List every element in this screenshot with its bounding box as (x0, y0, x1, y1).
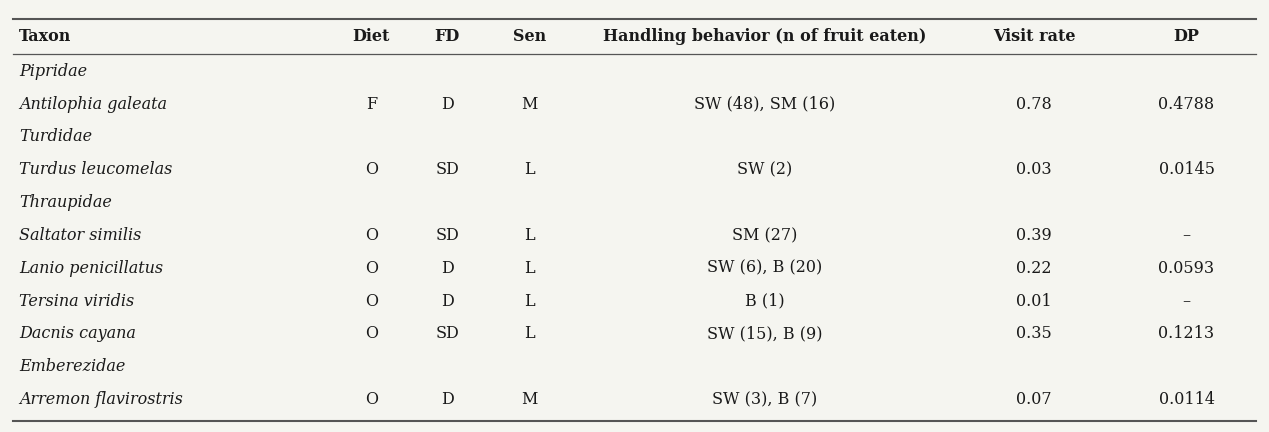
Text: L: L (524, 161, 536, 178)
Text: Diet: Diet (353, 28, 390, 45)
Text: M: M (522, 391, 538, 408)
Text: 0.22: 0.22 (1016, 260, 1052, 277)
Text: DP: DP (1174, 28, 1199, 45)
Text: Saltator similis: Saltator similis (19, 227, 141, 244)
Text: SW (6), B (20): SW (6), B (20) (707, 260, 822, 277)
Text: L: L (524, 260, 536, 277)
Text: SD: SD (435, 227, 459, 244)
Text: Turdus leucomelas: Turdus leucomelas (19, 161, 173, 178)
Text: SD: SD (435, 161, 459, 178)
Text: SW (48), SM (16): SW (48), SM (16) (694, 95, 835, 113)
Text: SW (2): SW (2) (737, 161, 792, 178)
Text: 0.35: 0.35 (1016, 325, 1052, 343)
Text: L: L (524, 325, 536, 343)
Text: SW (3), B (7): SW (3), B (7) (712, 391, 817, 408)
Text: 0.4788: 0.4788 (1159, 95, 1214, 113)
Text: 0.03: 0.03 (1016, 161, 1052, 178)
Text: 0.0114: 0.0114 (1159, 391, 1214, 408)
Text: FD: FD (435, 28, 459, 45)
Text: O: O (364, 325, 378, 343)
Text: Taxon: Taxon (19, 28, 71, 45)
Text: 0.1213: 0.1213 (1159, 325, 1214, 343)
Text: D: D (440, 95, 454, 113)
Text: Pipridae: Pipridae (19, 63, 88, 80)
Text: O: O (364, 260, 378, 277)
Text: Antilophia galeata: Antilophia galeata (19, 95, 168, 113)
Text: –: – (1183, 292, 1190, 310)
Text: L: L (524, 227, 536, 244)
Text: O: O (364, 161, 378, 178)
Text: Handling behavior (n of fruit eaten): Handling behavior (n of fruit eaten) (603, 28, 926, 45)
Text: L: L (524, 292, 536, 310)
Text: SM (27): SM (27) (732, 227, 797, 244)
Text: 0.01: 0.01 (1016, 292, 1052, 310)
Text: 0.0593: 0.0593 (1159, 260, 1214, 277)
Text: F: F (365, 95, 377, 113)
Text: D: D (440, 292, 454, 310)
Text: SD: SD (435, 325, 459, 343)
Text: Thraupidae: Thraupidae (19, 194, 112, 211)
Text: Lanio penicillatus: Lanio penicillatus (19, 260, 164, 277)
Text: O: O (364, 391, 378, 408)
Text: 0.07: 0.07 (1016, 391, 1052, 408)
Text: Visit rate: Visit rate (992, 28, 1076, 45)
Text: Sen: Sen (513, 28, 547, 45)
Text: 0.39: 0.39 (1016, 227, 1052, 244)
Text: B (1): B (1) (745, 292, 784, 310)
Text: Arremon flavirostris: Arremon flavirostris (19, 391, 183, 408)
Text: O: O (364, 292, 378, 310)
Text: D: D (440, 391, 454, 408)
Text: Turdidae: Turdidae (19, 128, 93, 146)
Text: 0.0145: 0.0145 (1159, 161, 1214, 178)
Text: 0.78: 0.78 (1016, 95, 1052, 113)
Text: O: O (364, 227, 378, 244)
Text: SW (15), B (9): SW (15), B (9) (707, 325, 822, 343)
Text: Emberezidae: Emberezidae (19, 358, 126, 375)
Text: –: – (1183, 227, 1190, 244)
Text: M: M (522, 95, 538, 113)
Text: D: D (440, 260, 454, 277)
Text: Tersina viridis: Tersina viridis (19, 292, 135, 310)
Text: Dacnis cayana: Dacnis cayana (19, 325, 136, 343)
